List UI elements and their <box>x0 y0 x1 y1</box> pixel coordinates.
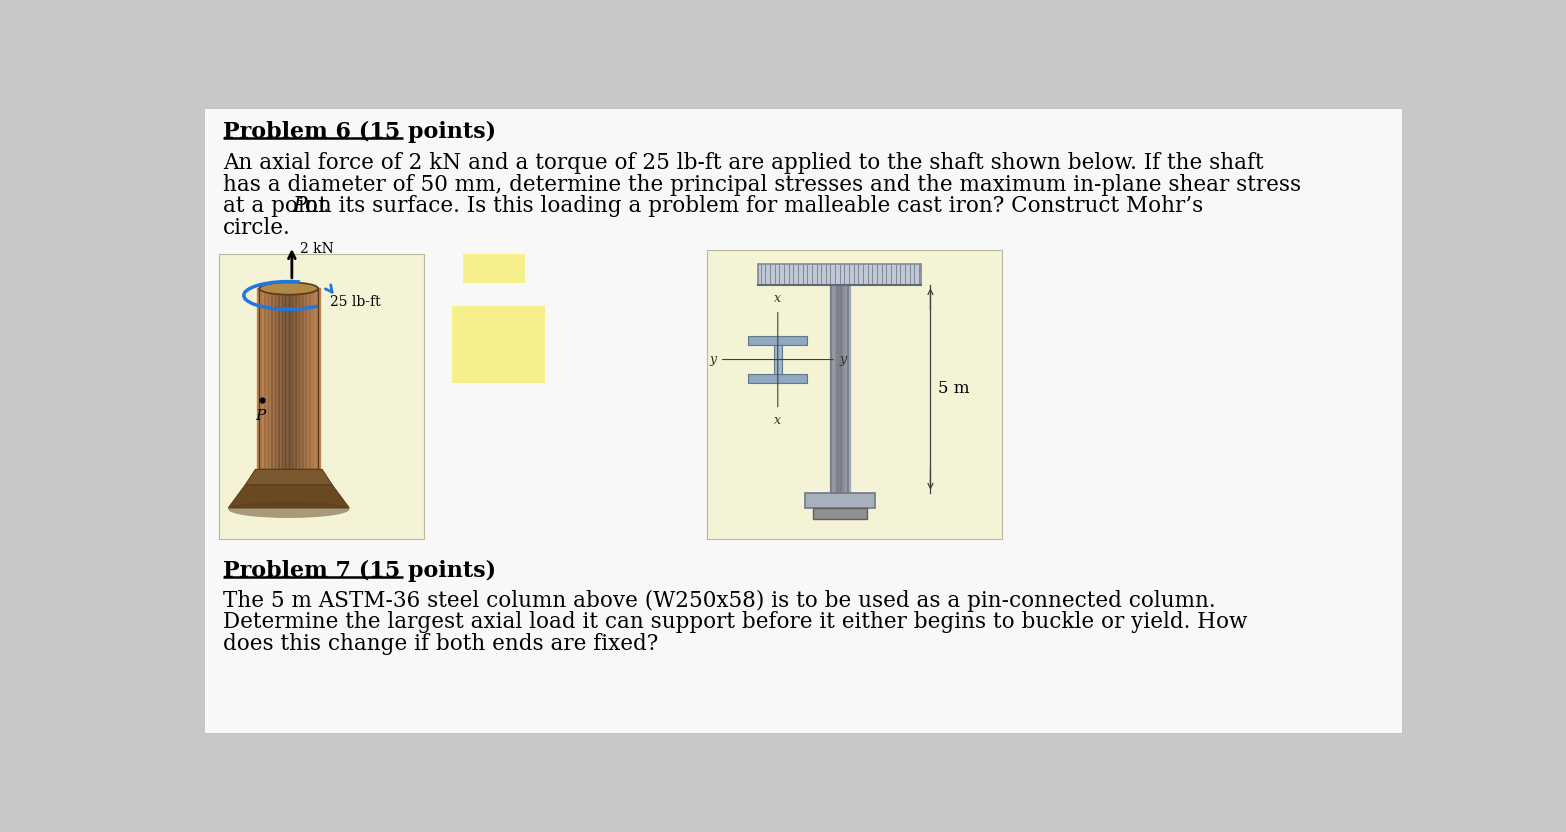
Bar <box>774 345 781 374</box>
Bar <box>749 374 806 384</box>
Text: circle.: circle. <box>222 217 291 239</box>
Ellipse shape <box>260 282 318 295</box>
Text: at a point: at a point <box>222 196 334 217</box>
Polygon shape <box>246 469 332 485</box>
Text: y: y <box>709 353 717 366</box>
Bar <box>832 285 849 493</box>
Text: 5 m: 5 m <box>938 380 969 398</box>
Text: 2 kN: 2 kN <box>299 242 334 256</box>
Bar <box>805 493 875 508</box>
Text: 25 lb-ft: 25 lb-ft <box>330 295 381 309</box>
Text: x: x <box>774 414 781 427</box>
Bar <box>813 508 868 518</box>
Ellipse shape <box>229 501 349 518</box>
Text: P: P <box>255 409 266 423</box>
Text: x: x <box>774 292 781 305</box>
Text: has a diameter of 50 mm, determine the principal stresses and the maximum in-pla: has a diameter of 50 mm, determine the p… <box>222 174 1301 196</box>
Text: Problem 6 (15 points): Problem 6 (15 points) <box>222 121 496 143</box>
Bar <box>749 335 806 345</box>
Bar <box>464 254 525 283</box>
Text: y: y <box>839 353 846 366</box>
Text: P: P <box>291 196 307 217</box>
Bar <box>260 289 318 469</box>
Polygon shape <box>229 485 349 508</box>
Text: Problem 7 (15 points): Problem 7 (15 points) <box>222 560 496 582</box>
Bar <box>219 254 424 539</box>
Text: Determine the largest axial load it can support before it either begins to buckl: Determine the largest axial load it can … <box>222 612 1247 633</box>
Text: does this change if both ends are fixed?: does this change if both ends are fixed? <box>222 632 658 655</box>
Text: The 5 m ASTM-36 steel column above (W250x58) is to be used as a pin-connected co: The 5 m ASTM-36 steel column above (W250… <box>222 590 1215 612</box>
Bar <box>451 306 545 384</box>
Text: An axial force of 2 kN and a torque of 25 lb-ft are applied to the shaft shown b: An axial force of 2 kN and a torque of 2… <box>222 152 1264 174</box>
Text: on its surface. Is this loading a problem for malleable cast iron? Construct Moh: on its surface. Is this loading a proble… <box>298 196 1203 217</box>
Bar <box>708 250 1002 539</box>
Bar <box>758 264 921 285</box>
